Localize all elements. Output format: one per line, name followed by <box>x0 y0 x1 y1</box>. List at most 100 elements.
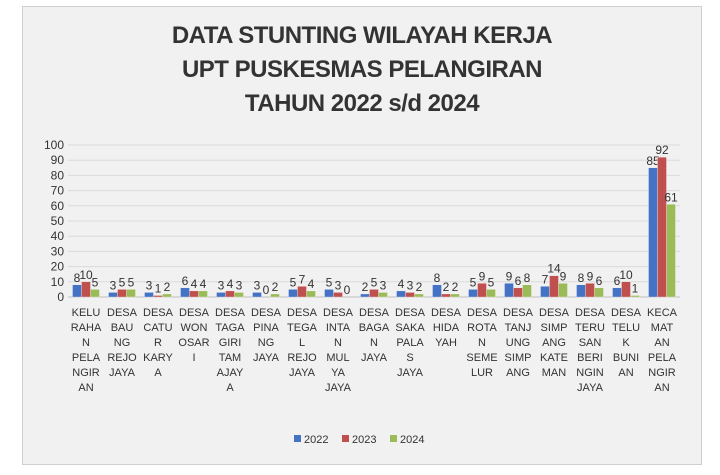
data-label: 0 <box>263 283 270 297</box>
y-tick-label: 40 <box>51 229 65 243</box>
data-label: 3 <box>218 278 225 292</box>
bar-2022 <box>72 284 82 298</box>
chart-frame: DATA STUNTING WILAYAH KERJA UPT PUSKESMAS… <box>22 6 702 465</box>
bar-2022 <box>216 292 226 298</box>
data-label: 8 <box>524 271 531 285</box>
data-label: 2 <box>443 280 450 294</box>
data-label: 9 <box>506 269 513 283</box>
data-label: 3 <box>407 278 414 292</box>
y-tick-label: 80 <box>51 168 65 182</box>
y-tick-label: 20 <box>51 260 65 274</box>
bar-2024 <box>450 293 460 298</box>
data-label: 8 <box>434 271 441 285</box>
bar-2023 <box>657 157 667 298</box>
x-category-label: DESA TEGA L REJO JAYA <box>287 307 318 379</box>
x-category-label: DESA BAU NG REJO JAYA <box>107 307 138 379</box>
bar-2024 <box>594 287 604 298</box>
bar-2023 <box>117 289 127 298</box>
x-category-label: DESA BAGA N JAYA <box>359 307 390 364</box>
data-label: 9 <box>560 269 567 283</box>
bar-2024 <box>630 295 640 298</box>
bar-2024 <box>522 284 532 298</box>
data-label: 6 <box>182 274 189 288</box>
bar-2024 <box>162 293 172 298</box>
bar-2023 <box>189 290 199 298</box>
data-label: 2 <box>416 280 423 294</box>
data-label: 1 <box>155 281 162 295</box>
x-category-label: DESA CATU R KARY A <box>143 307 174 379</box>
data-label: 9 <box>587 269 594 283</box>
bar-2022 <box>540 286 550 298</box>
data-label: 5 <box>371 275 378 289</box>
y-tick-label: 0 <box>57 290 64 304</box>
bar-2022 <box>108 292 118 298</box>
data-label: 4 <box>308 277 315 291</box>
x-category-label: DESA WON OSAR I <box>178 307 209 364</box>
data-label: 3 <box>380 278 387 292</box>
data-label: 6 <box>596 274 603 288</box>
bar-2022 <box>468 289 478 298</box>
bar-2023 <box>369 289 379 298</box>
legend-swatch-2024 <box>390 435 397 442</box>
data-label: 5 <box>326 275 333 289</box>
x-category-label: KELU RAHA N PELA NGIR AN <box>71 307 102 394</box>
bar-2024 <box>270 293 280 298</box>
data-label: 4 <box>200 277 207 291</box>
chart-title-line: TAHUN 2022 s/d 2024 <box>245 90 480 117</box>
bar-2023 <box>153 295 163 298</box>
x-category-label: DESA TAGA GIRI TAM AJAY A <box>215 307 246 394</box>
data-label: 10 <box>79 268 93 282</box>
data-label: 92 <box>655 143 669 157</box>
bar-2023 <box>297 286 307 298</box>
data-label: 3 <box>146 278 153 292</box>
data-label: 6 <box>614 274 621 288</box>
bar-2022 <box>324 289 334 298</box>
data-label: 0 <box>344 283 351 297</box>
bar-2024 <box>90 289 100 298</box>
legend-label-2024: 2024 <box>400 434 424 446</box>
x-category-label: DESA ROTA N SEME LUR <box>466 307 497 379</box>
data-label: 5 <box>119 275 126 289</box>
data-label: 4 <box>398 277 405 291</box>
y-tick-label: 30 <box>51 244 65 258</box>
bar-2022 <box>180 287 190 298</box>
data-label: 10 <box>619 268 633 282</box>
data-label: 5 <box>128 275 135 289</box>
legend-swatch-2022 <box>294 435 301 442</box>
bar-2022 <box>432 284 442 298</box>
legend-swatch-2023 <box>342 435 349 442</box>
x-category-label: DESA TERU SAN BERI NGIN JAYA <box>575 307 606 394</box>
data-label: 3 <box>335 278 342 292</box>
bar-2024 <box>378 292 388 298</box>
data-label: 5 <box>488 275 495 289</box>
x-category-label: DESA TANJ UNG SIMP ANG <box>503 307 534 379</box>
bar-2024 <box>666 204 676 298</box>
x-category-label: DESA PINA NG JAYA <box>251 307 282 364</box>
bar-2024 <box>558 283 568 298</box>
bar-2023 <box>225 290 235 298</box>
bar-2023 <box>441 293 451 298</box>
bar-2022 <box>612 287 622 298</box>
bar-2023 <box>549 275 559 298</box>
x-category-label: DESA SAKA PALA S JAYA <box>395 307 426 379</box>
bar-2022 <box>288 289 298 298</box>
bar-2022 <box>252 292 262 298</box>
data-label: 8 <box>74 271 81 285</box>
bar-2023 <box>81 281 91 298</box>
bar-2024 <box>414 293 424 298</box>
y-tick-label: 90 <box>51 153 65 167</box>
y-tick-label: 10 <box>51 275 65 289</box>
legend-label-2022: 2022 <box>304 434 328 446</box>
bar-2024 <box>486 289 496 298</box>
bar-2024 <box>306 290 316 298</box>
x-category-label: DESA INTA N MUL YA JAYA <box>323 307 354 394</box>
data-label: 4 <box>227 277 234 291</box>
data-label: 5 <box>470 275 477 289</box>
data-label: 2 <box>362 280 369 294</box>
chart-title-line: DATA STUNTING WILAYAH KERJA <box>172 22 552 49</box>
bar-chart: DATA STUNTING WILAYAH KERJA UPT PUSKESMAS… <box>44 22 680 446</box>
bar-2023 <box>621 281 631 298</box>
bar-2022 <box>648 167 658 298</box>
data-label: 3 <box>110 278 117 292</box>
x-category-label: KECA MAT AN PELA NGIR AN <box>647 307 678 394</box>
